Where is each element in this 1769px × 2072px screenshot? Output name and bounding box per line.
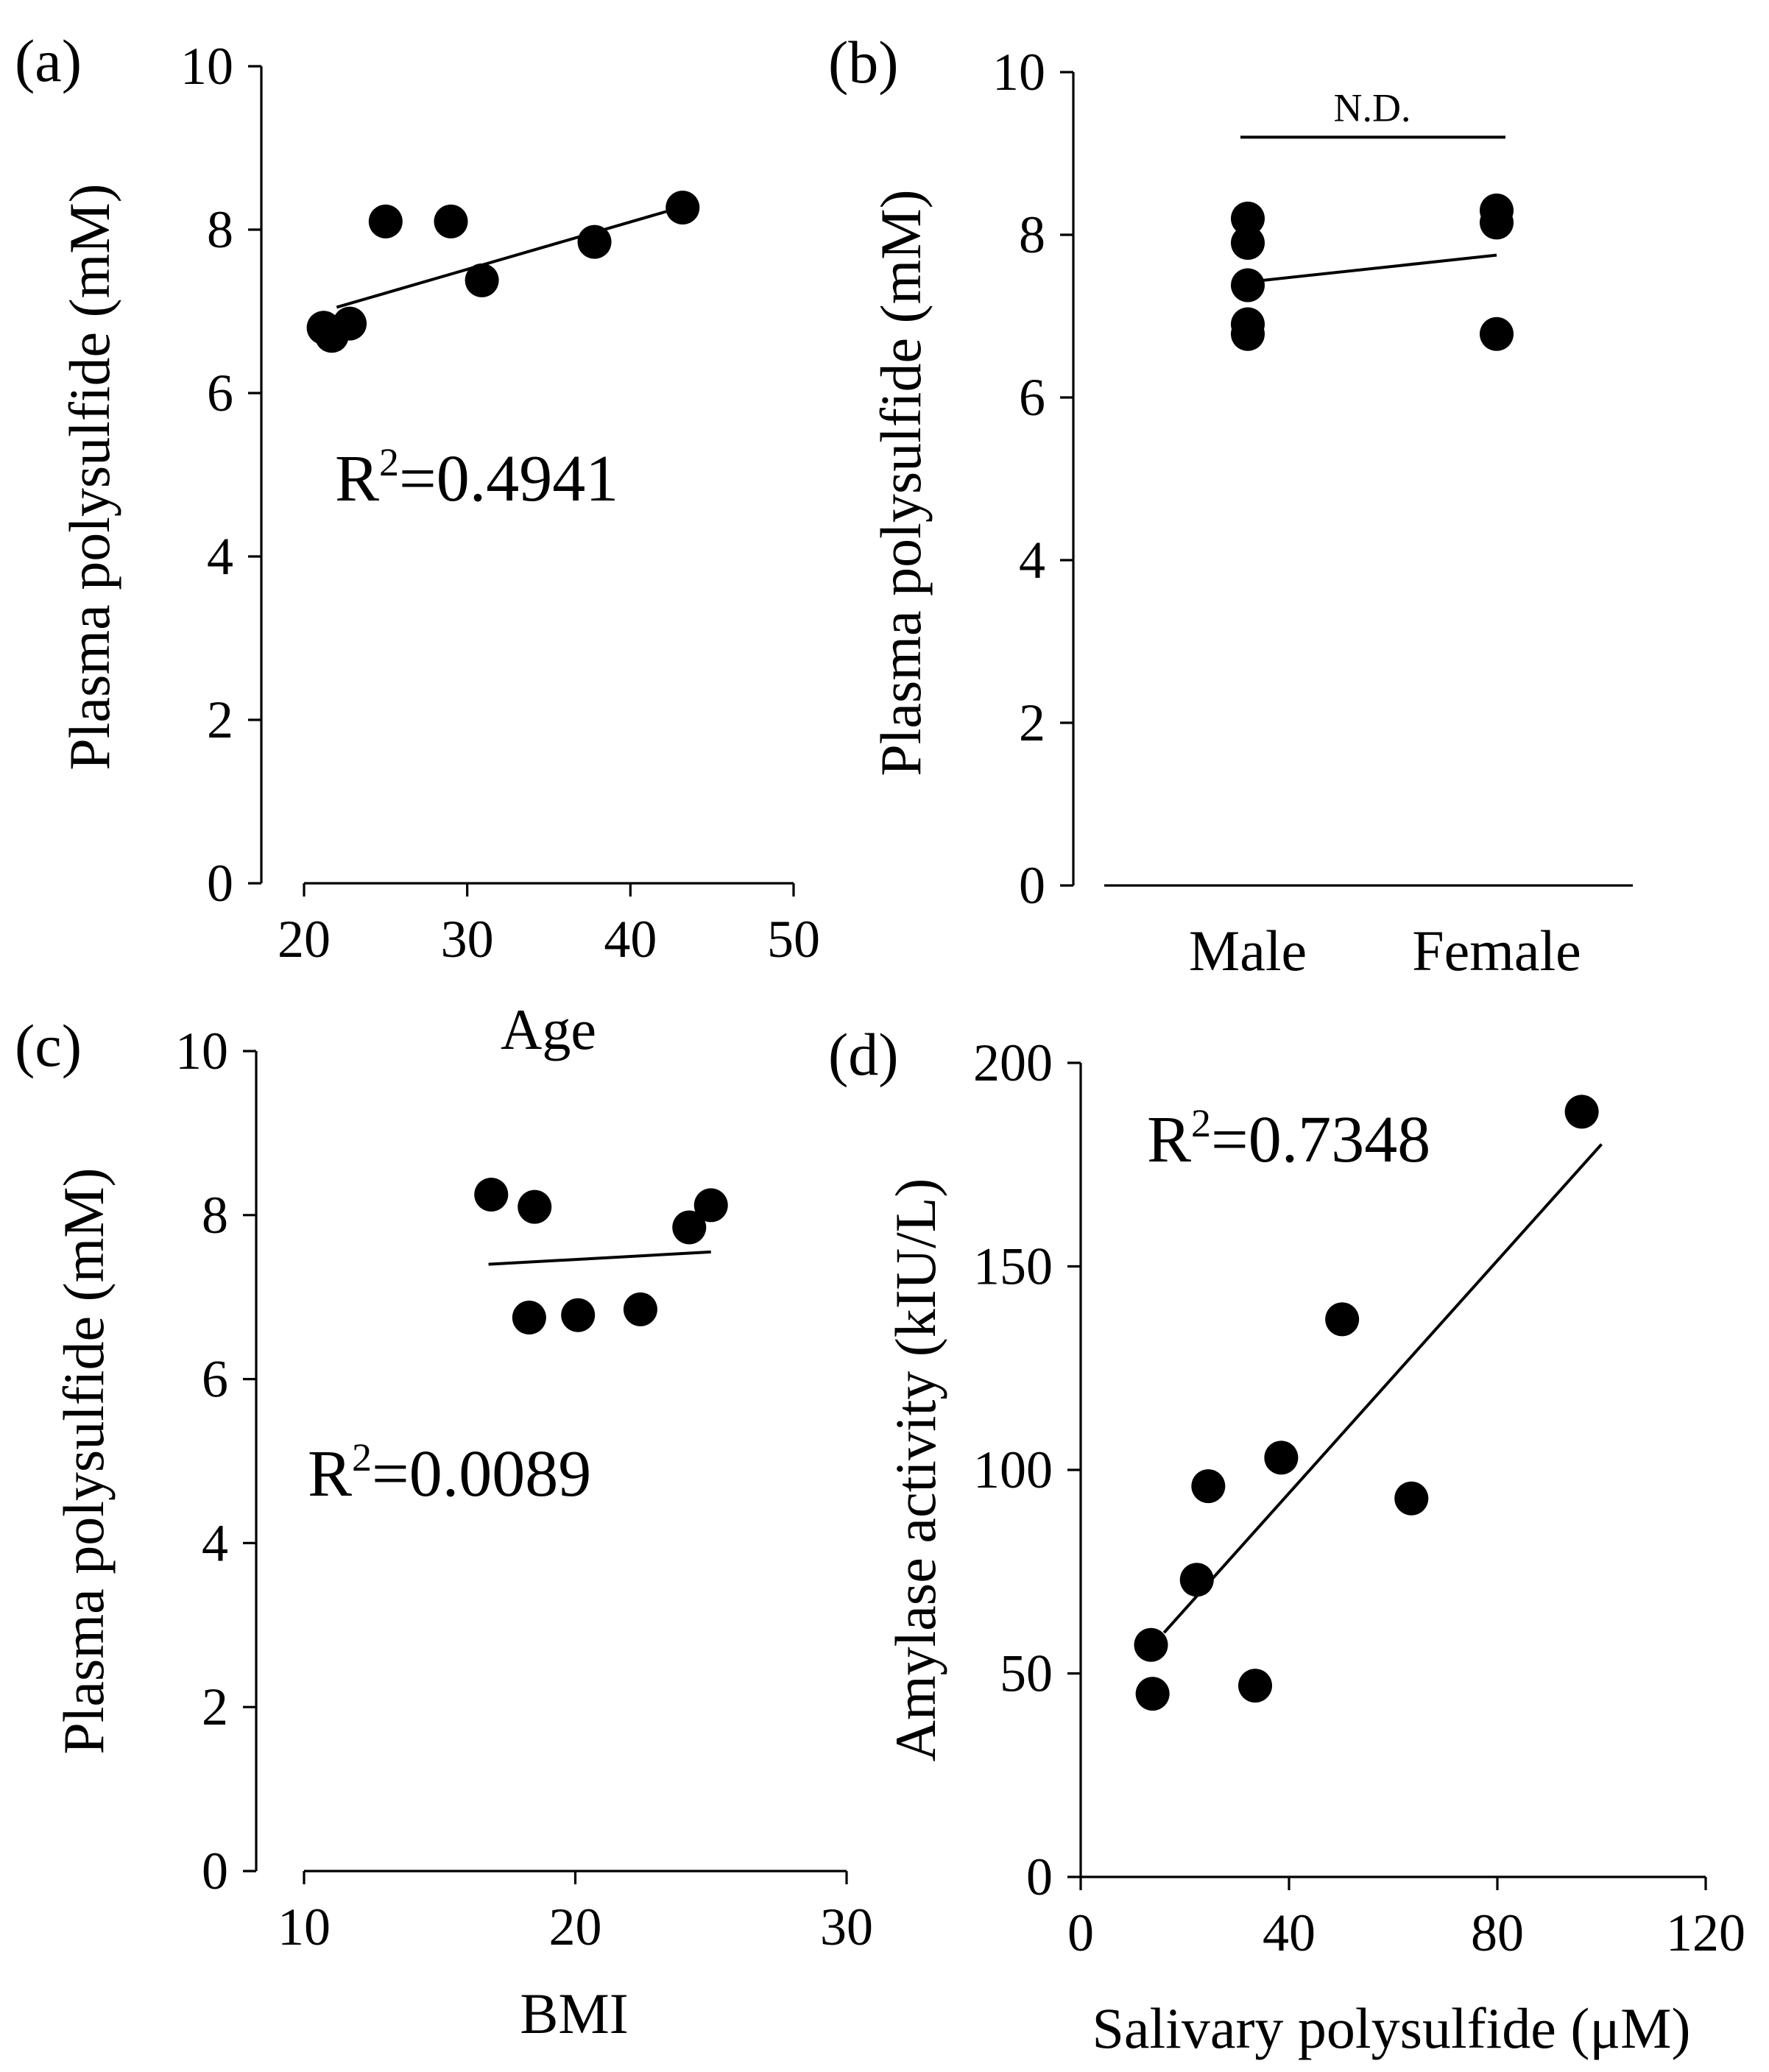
y-axis-label: Amylase activity (kIU/L): [883, 1178, 947, 1762]
data-point: [1325, 1302, 1360, 1337]
x-tick-label: 30: [441, 910, 494, 969]
x-tick-label: 20: [549, 1898, 602, 1956]
x-tick-label: 40: [1263, 1903, 1316, 1962]
panel-b: (b) 0 2 4 6 8 10 Plasma polysulfide (mM) Male Fem…: [828, 29, 1633, 983]
x-tick-label: 50: [767, 910, 820, 969]
significance-label: N.D.: [1334, 85, 1411, 130]
data-point: [1564, 1095, 1599, 1129]
data-point: [1231, 226, 1265, 261]
x-tick-label: 30: [820, 1898, 873, 1956]
y-tick-label: 0: [1019, 856, 1045, 915]
y-tick-label: 0: [202, 1842, 228, 1900]
panel-label: (b): [828, 29, 899, 96]
data-point: [1231, 268, 1265, 303]
regression-line: [1162, 1143, 1603, 1634]
data-point: [1231, 317, 1265, 351]
y-tick-label: 6: [207, 364, 233, 422]
y-tick-label: 8: [207, 200, 233, 259]
regression-line: [336, 205, 683, 309]
r-squared-value: =0.0089: [372, 1438, 591, 1510]
data-point: [518, 1189, 552, 1224]
r-squared-superscript: 2: [379, 440, 399, 484]
r-squared-annotation: R2=0.4941: [335, 440, 618, 515]
r-squared-base: R: [1147, 1103, 1191, 1176]
data-point: [512, 1301, 546, 1335]
data-point: [577, 224, 612, 259]
x-tick-label: 120: [1666, 1903, 1745, 1962]
y-tick-label: 10: [175, 1022, 228, 1081]
panel-label: (c): [15, 1012, 82, 1079]
y-axis-label: Plasma polysulfide (mM): [57, 183, 121, 770]
y-tick-label: 8: [202, 1186, 228, 1245]
x-category-label: Male: [1189, 919, 1307, 983]
x-tick-label: 0: [1067, 1903, 1094, 1962]
y-tick-label: 10: [992, 43, 1045, 102]
r-squared-value: =0.7348: [1211, 1103, 1430, 1176]
y-tick-label: 200: [973, 1033, 1053, 1092]
r-squared-base: R: [308, 1438, 352, 1510]
y-tick-label: 4: [1019, 531, 1045, 590]
r-squared-annotation: R2=0.0089: [308, 1435, 591, 1510]
y-axis-label: Plasma polysulfide (mM): [52, 1167, 116, 1754]
y-tick-label: 50: [1000, 1644, 1053, 1703]
data-point: [474, 1177, 509, 1212]
data-point: [333, 306, 367, 341]
y-axis-label: Plasma polysulfide (mM): [869, 189, 933, 776]
regression-line: [1247, 253, 1497, 284]
panel-c: (c) 0 2 4 6 8 10 Plasma polysulfide (mM) 10 20 30 B…: [15, 1012, 873, 2046]
y-tick-label: 100: [973, 1440, 1053, 1499]
data-point: [561, 1298, 596, 1332]
y-tick-label: 0: [1026, 1848, 1053, 1906]
data-point: [623, 1292, 657, 1326]
data-point: [1179, 1563, 1214, 1597]
data-point: [1264, 1440, 1299, 1475]
y-tick-label: 2: [202, 1677, 228, 1736]
y-tick-label: 6: [1019, 368, 1045, 427]
data-point: [1231, 201, 1265, 236]
y-tick-label: 2: [207, 690, 233, 749]
panel-label: (a): [15, 27, 82, 94]
x-tick-label: 40: [604, 910, 657, 969]
data-point: [1480, 317, 1514, 351]
x-axis-label: BMI: [520, 1981, 628, 2046]
y-tick-label: 8: [1019, 205, 1045, 264]
y-tick-label: 10: [180, 37, 233, 96]
data-point: [665, 191, 700, 225]
data-point: [1394, 1481, 1429, 1516]
data-point: [368, 204, 403, 238]
x-axis-label: Salivary polysulfide (μM): [1092, 1996, 1690, 2060]
data-point: [465, 263, 499, 297]
panel-d: (d) 0 50 100 150 200 Amylase activity (kIU/L) 0…: [828, 1021, 1745, 2060]
r-squared-base: R: [335, 442, 379, 515]
r-squared-superscript: 2: [1191, 1101, 1211, 1145]
y-tick-label: 4: [202, 1513, 228, 1572]
data-point: [1135, 1677, 1170, 1711]
regression-line: [488, 1250, 711, 1266]
x-tick-label: 20: [278, 910, 331, 969]
data-point: [1134, 1627, 1168, 1662]
r-squared-annotation: R2=0.7348: [1147, 1101, 1430, 1176]
data-point: [693, 1188, 728, 1223]
r-squared-superscript: 2: [352, 1435, 372, 1479]
y-tick-label: 2: [1019, 693, 1045, 752]
panel-a: (a) 0 2 4 6 8 10 Plasma polysulfide (mM) 20 30 40 5…: [15, 27, 820, 1061]
x-tick-label: 10: [278, 1898, 331, 1956]
panel-label: (d): [828, 1021, 899, 1088]
data-point: [1238, 1669, 1273, 1703]
x-axis-label: Age: [501, 997, 596, 1061]
data-point: [434, 204, 468, 238]
y-tick-label: 6: [202, 1350, 228, 1409]
y-tick-label: 4: [207, 527, 233, 586]
data-point: [1191, 1469, 1226, 1504]
y-tick-label: 150: [973, 1237, 1053, 1296]
y-tick-label: 0: [207, 854, 233, 913]
x-tick-label: 80: [1471, 1903, 1524, 1962]
data-point: [1480, 205, 1514, 240]
r-squared-value: =0.4941: [399, 442, 618, 515]
x-category-label: Female: [1412, 919, 1581, 983]
data-point: [672, 1210, 707, 1245]
